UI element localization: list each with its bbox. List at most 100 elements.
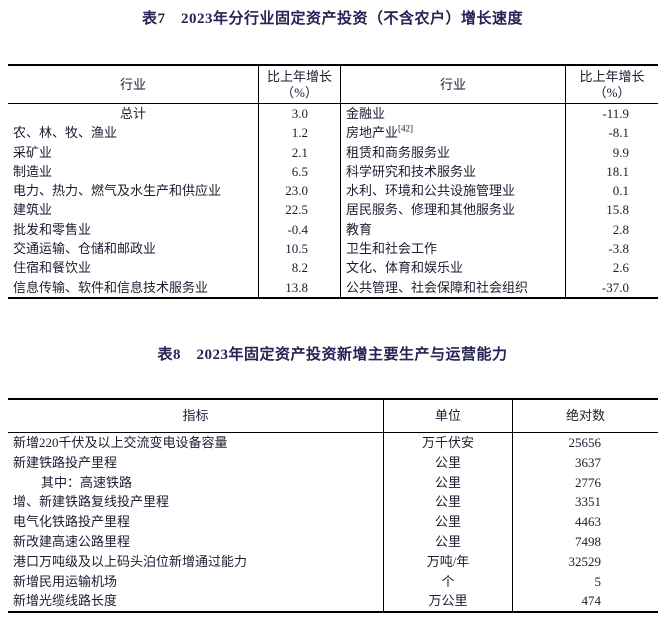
header-label: 指标 (182, 408, 209, 423)
unit-value: 公里 (383, 492, 512, 513)
table8-row: 其中：高速铁路 公里 2776 (8, 472, 658, 493)
header-label: 单位 (434, 408, 461, 423)
industry-name: 科学研究和技术服务业 (340, 161, 565, 182)
industry-name: 金融业 (340, 104, 565, 124)
indicator-name: 电气化铁路投产里程 (13, 514, 131, 530)
table7-row: 总计 3.0 金融业 -11.9 (8, 104, 658, 124)
growth-value: 6.5 (258, 161, 340, 182)
industry-name: 教育 (340, 219, 565, 240)
table7-title: 表7 2023年分行业固定资产投资（不含农户）增长速度 (141, 11, 523, 27)
table8-title: 表8 2023年固定资产投资新增主要生产与运营能力 (157, 347, 508, 363)
absolute-value: 3637 (512, 452, 658, 473)
header-label: 绝对数 (565, 408, 605, 423)
growth-value: -8.1 (565, 123, 658, 143)
table7-row: 电力、热力、燃气及水生产和供应业 23.0 水利、环境和公共设施管理业 0.1 (8, 181, 658, 201)
table8-row: 新增民用运输机场 个 5 (8, 571, 658, 592)
table8-row: 新改建高速公路里程 公里 7498 (8, 531, 658, 552)
unit-value: 公里 (383, 452, 512, 473)
table7-row: 住宿和餐饮业 8.2 文化、体育和娱乐业 2.6 (8, 258, 658, 278)
growth-value: -3.8 (565, 239, 658, 259)
industry-name: 居民服务、修理和其他服务业 (340, 200, 565, 220)
industry-name: 建筑业 (13, 202, 53, 218)
absolute-value: 32529 (512, 551, 658, 572)
indicator-name: 港口万吨级及以上码头泊位新增通过能力 (13, 553, 248, 569)
table8-row: 港口万吨级及以上码头泊位新增通过能力 万吨/年 32529 (8, 551, 658, 572)
industry-name: 水利、环境和公共设施管理业 (340, 181, 565, 201)
growth-value: 3.0 (258, 104, 340, 124)
unit-value: 万公里 (383, 591, 512, 612)
header-label: 行业 (439, 76, 466, 92)
industry-name: 制造业 (13, 163, 53, 179)
absolute-value: 474 (512, 591, 658, 612)
table7-row: 批发和零售业 -0.4 教育 2.8 (8, 219, 658, 240)
industry-name: 卫生和社会工作 (340, 239, 565, 259)
growth-value: -11.9 (565, 104, 658, 124)
industry-name: 采矿业 (13, 144, 53, 160)
indicator-name: 新改建高速公路里程 (13, 533, 131, 549)
table8-header-indicator: 指标 (8, 400, 383, 432)
growth-value: 15.8 (565, 200, 658, 220)
growth-value: 13.8 (258, 277, 340, 297)
industry-name: 公共管理、社会保障和社会组织 (340, 277, 565, 297)
table8-row: 新增220千伏及以上交流变电设备容量 万千伏安 25656 (8, 433, 658, 453)
growth-value: 18.1 (565, 161, 658, 182)
table7-row: 采矿业 2.1 租赁和商务服务业 9.9 (8, 142, 658, 162)
indicator-name: 其中：高速铁路 (41, 474, 133, 490)
industry-name: 电力、热力、燃气及水生产和供应业 (13, 183, 222, 199)
growth-value: 8.2 (258, 258, 340, 278)
table7-row: 信息传输、软件和信息技术服务业 13.8 公共管理、社会保障和社会组织 -37.0 (8, 277, 658, 297)
industry-name: 住宿和餐饮业 (13, 260, 92, 276)
indicator-name: 新建铁路投产里程 (13, 454, 118, 470)
growth-value: 2.1 (258, 142, 340, 162)
growth-value: 0.1 (565, 181, 658, 201)
table7-header-industry-left: 行业 (8, 66, 258, 103)
growth-value: 2.6 (565, 258, 658, 278)
footnote-ref: [42] (398, 123, 414, 134)
table7-header-industry-right: 行业 (340, 66, 565, 103)
header-label: （%） (593, 84, 631, 100)
industry-name: 交通运输、仓储和邮政业 (13, 241, 157, 257)
absolute-value: 3351 (512, 492, 658, 513)
growth-value: 10.5 (258, 239, 340, 259)
table8-row: 增、新建铁路复线投产里程 公里 3351 (8, 492, 658, 513)
unit-value: 公里 (383, 531, 512, 552)
table7-row: 制造业 6.5 科学研究和技术服务业 18.1 (8, 161, 658, 182)
table8-header-row: 指标 单位 绝对数 (8, 400, 658, 433)
industry-name: 房地产业[42] (340, 123, 565, 143)
industry-name: 批发和零售业 (13, 221, 92, 237)
table7-header-row: 行业 比上年增长 （%） 行业 比上年增长 （%） (8, 66, 658, 104)
absolute-value: 2776 (512, 472, 658, 493)
table7-row: 交通运输、仓储和邮政业 10.5 卫生和社会工作 -3.8 (8, 239, 658, 259)
absolute-value: 25656 (512, 433, 658, 453)
table8-row: 新增光缆线路长度 万公里 474 (8, 591, 658, 612)
growth-value: 23.0 (258, 181, 340, 201)
industry-name: 农、林、牧、渔业 (13, 125, 118, 141)
unit-value: 个 (383, 571, 512, 592)
table7-row: 农、林、牧、渔业 1.2 房地产业[42] -8.1 (8, 123, 658, 143)
industry-name: 总计 (119, 106, 146, 121)
table7-header-growth-right: 比上年增长 （%） (565, 66, 658, 103)
table7-header-growth-left: 比上年增长 （%） (258, 66, 340, 103)
absolute-value: 7498 (512, 531, 658, 552)
absolute-value: 4463 (512, 512, 658, 532)
industry-name: 文化、体育和娱乐业 (340, 258, 565, 278)
indicator-name: 增、新建铁路复线投产里程 (13, 494, 170, 510)
header-label: 比上年增长 (266, 68, 332, 84)
header-label: （%） (281, 84, 318, 100)
growth-value: -37.0 (565, 277, 658, 297)
absolute-value: 5 (512, 571, 658, 592)
header-label: 行业 (119, 76, 146, 92)
table7: 行业 比上年增长 （%） 行业 比上年增长 （%） 总计 3.0 金融业 -11.9 农… (8, 64, 658, 299)
indicator-name: 新增光缆线路长度 (13, 593, 118, 609)
header-label: 比上年增长 (579, 68, 645, 84)
table7-row: 建筑业 22.5 居民服务、修理和其他服务业 15.8 (8, 200, 658, 220)
unit-value: 万千伏安 (383, 433, 512, 453)
unit-value: 公里 (383, 472, 512, 493)
unit-value: 公里 (383, 512, 512, 532)
growth-value: 9.9 (565, 142, 658, 162)
growth-value: 1.2 (258, 123, 340, 143)
industry-name: 信息传输、软件和信息技术服务业 (13, 279, 209, 295)
table8-header-value: 绝对数 (512, 400, 658, 432)
growth-value: 2.8 (565, 219, 658, 240)
